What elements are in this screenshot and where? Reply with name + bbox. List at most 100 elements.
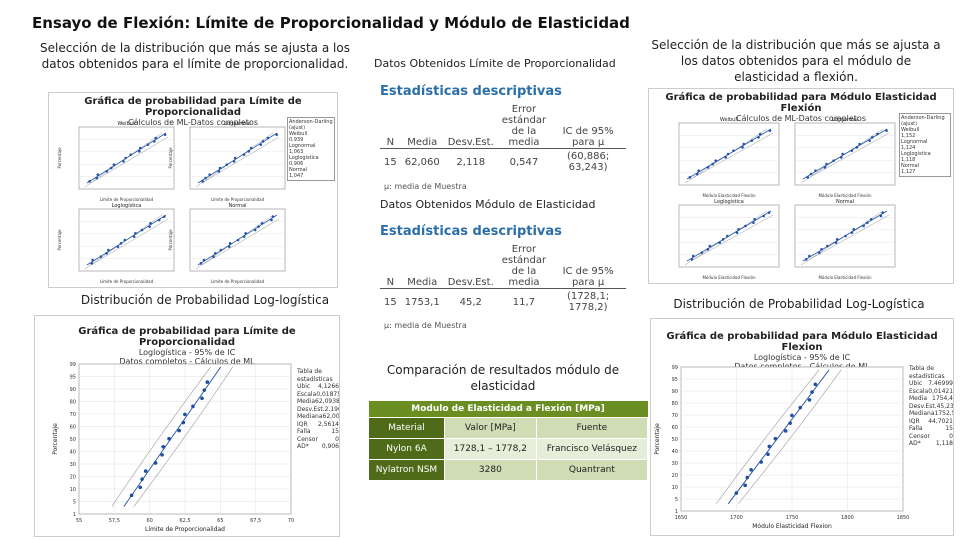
plot-subtitle-2: Datos completos - Cálculos de ML bbox=[119, 357, 255, 366]
data-point bbox=[162, 215, 166, 218]
statistics-table: Tabla de estadísticas Ubic 7,46999 Escala 0,… bbox=[909, 365, 953, 448]
x-tick-label: 1650 bbox=[675, 515, 688, 521]
data-point bbox=[790, 413, 794, 418]
legend-line: Normal bbox=[901, 163, 920, 169]
cell-desv: 2,118 bbox=[456, 156, 486, 168]
x-tick-label: 1850 bbox=[897, 515, 910, 521]
data-point bbox=[820, 248, 823, 251]
legend-line: 1,118 bbox=[901, 157, 916, 163]
cell-media: 62,060 bbox=[404, 156, 440, 168]
legend-line: Weibull bbox=[901, 127, 920, 133]
plot-legend: Anderson-Darling (ajust) Weibull 0,939 Logn… bbox=[287, 117, 335, 181]
stat-row: Desv.Est.45,2335 bbox=[909, 402, 954, 410]
data-point bbox=[138, 150, 141, 153]
data-point bbox=[866, 221, 869, 224]
x-axis-label: Módulo Elasticidad Flexión bbox=[702, 193, 755, 198]
data-point bbox=[228, 242, 232, 245]
stat-row: AD* 1,118 bbox=[909, 440, 953, 447]
ci-curve bbox=[111, 366, 211, 507]
y-tick-label: 5 bbox=[675, 497, 678, 503]
stat-row: Desv.Est.2,1905 bbox=[297, 405, 339, 413]
data-point bbox=[167, 436, 171, 441]
x-axis-label: Módulo Elasticidad Flexión bbox=[702, 275, 755, 280]
caption-comparison: Comparación de resultados módulo de elas… bbox=[386, 363, 620, 393]
data-point bbox=[810, 390, 814, 394]
plot-legend: Anderson-Darling (ajust) Weibull 1,152 Logn… bbox=[899, 113, 951, 177]
y-tick-label: 60 bbox=[672, 425, 678, 431]
cell-n: 15 bbox=[384, 156, 397, 168]
data-point bbox=[112, 163, 116, 166]
data-point bbox=[107, 248, 110, 252]
y-tick-label: 90 bbox=[70, 387, 76, 393]
data-point bbox=[129, 493, 134, 498]
data-point bbox=[826, 244, 829, 248]
four-panel-chart: Weibull Porcentaje Límite de Proporcionali… bbox=[57, 121, 286, 284]
data-point bbox=[249, 146, 253, 150]
y-tick-label: 1 bbox=[675, 509, 678, 515]
stat-row: Media 62,0938 bbox=[297, 398, 340, 405]
page-title: Ensayo de Flexión: Límite de Proporciona… bbox=[32, 14, 630, 32]
data-point bbox=[218, 166, 222, 170]
data-point bbox=[691, 254, 695, 258]
plot-title: Gráfica de probabilidad para Módulo Elas… bbox=[666, 331, 938, 353]
data-point bbox=[879, 214, 883, 218]
legend-line: Loglogística bbox=[289, 155, 319, 161]
x-tick-label: 60 bbox=[146, 518, 152, 524]
col-material: Material bbox=[368, 417, 445, 439]
data-point bbox=[706, 166, 710, 169]
y-tick-label: 50 bbox=[70, 437, 76, 443]
data-point bbox=[855, 146, 859, 149]
ci-line bbox=[690, 214, 774, 262]
legend-line: Lognormal bbox=[289, 143, 316, 149]
loglogistic-chart-lp: 99 95 90 80 70 60 50 40 30 20 10 5 155 57,5 60 62,5 65 67… bbox=[52, 362, 294, 533]
data-point bbox=[818, 251, 821, 254]
statistics-table: Tabla de estadísticas Ubic 4,1266 Escala 0,0… bbox=[297, 368, 339, 451]
plot-subtitle-2: Datos completos - Cálculos de ML bbox=[734, 362, 870, 371]
data-point bbox=[814, 169, 817, 172]
data-point bbox=[95, 176, 98, 180]
data-point bbox=[832, 159, 835, 162]
data-point bbox=[217, 170, 221, 173]
data-point bbox=[813, 382, 818, 387]
y-tick-label: 40 bbox=[70, 450, 76, 456]
data-point bbox=[275, 133, 279, 136]
data-point bbox=[841, 152, 844, 156]
y-tick-label: 95 bbox=[70, 375, 76, 381]
data-point bbox=[266, 136, 270, 140]
x-tick-label: 70 bbox=[288, 518, 294, 524]
stat-row: Falla 15 bbox=[297, 428, 339, 435]
data-point bbox=[743, 483, 747, 488]
data-point bbox=[881, 211, 885, 214]
y-axis-label: Porcentaje bbox=[168, 147, 173, 169]
y-tick-label: 20 bbox=[672, 473, 678, 479]
col-n: N bbox=[380, 244, 401, 289]
data-point bbox=[219, 248, 223, 252]
data-point bbox=[809, 172, 813, 176]
data-point bbox=[149, 222, 152, 225]
plot-title: Gráfica de probabilidad para Límite de P… bbox=[78, 326, 296, 348]
data-point bbox=[247, 150, 251, 153]
data-point bbox=[766, 452, 770, 457]
legend-line: Loglogística bbox=[901, 151, 931, 157]
cell-fuente: Francisco Velásquez bbox=[535, 438, 649, 460]
legend-line: 1,127 bbox=[901, 169, 916, 175]
y-tick-label: 10 bbox=[70, 487, 76, 493]
data-point bbox=[116, 245, 120, 248]
data-point bbox=[808, 254, 811, 258]
ci-line bbox=[90, 136, 169, 184]
col-media: Media bbox=[400, 244, 444, 289]
col-error: Error estándar de la media bbox=[497, 244, 551, 289]
data-point bbox=[119, 242, 123, 245]
data-point bbox=[88, 180, 91, 183]
x-tick-label: 67,5 bbox=[250, 518, 261, 524]
data-point bbox=[161, 444, 166, 449]
data-point bbox=[225, 163, 229, 166]
plot-subtitle-1: Loglogística - 95% de IC bbox=[138, 348, 236, 357]
x-tick-label: 1700 bbox=[730, 515, 743, 521]
caption-me-selection: Selección de la distribución que más se … bbox=[651, 38, 941, 84]
cell-valor: 1728,1 – 1778,2 bbox=[444, 438, 537, 460]
legend-line: Anderson-Darling (ajust) bbox=[901, 115, 945, 127]
y-tick-label: 70 bbox=[70, 412, 76, 418]
data-point bbox=[804, 258, 808, 261]
data-point bbox=[134, 232, 137, 235]
